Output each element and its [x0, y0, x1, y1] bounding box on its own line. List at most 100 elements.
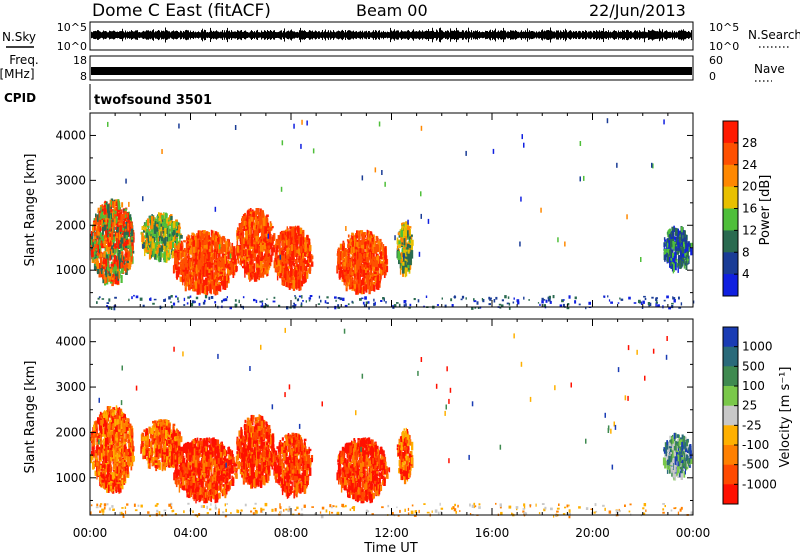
noise-sample: [300, 27, 301, 43]
noise-sample: [680, 30, 681, 40]
noise-sample: [407, 30, 408, 40]
noise-sample: [330, 30, 331, 40]
echo-cell: [113, 212, 115, 218]
noise-sample: [382, 32, 383, 38]
echo-cell: [343, 271, 345, 280]
echo-cell: [121, 209, 123, 214]
noise-sample: [536, 31, 537, 39]
echo-cell: [104, 235, 107, 239]
echo-cell: [268, 250, 271, 254]
echo-cell: [123, 232, 127, 239]
noise-sample: [662, 29, 663, 41]
noise-sample: [342, 29, 343, 41]
noise-sample: [205, 30, 206, 40]
noise-sample: [163, 30, 164, 40]
echo-cell: [113, 270, 116, 275]
echo-cell: [339, 243, 343, 250]
noise-sample: [323, 32, 324, 38]
noise-sample: [368, 31, 369, 39]
echo-cell: [302, 236, 304, 245]
echo-cell: [281, 255, 284, 261]
noise-sample: [135, 30, 136, 40]
echo-cell: [160, 223, 163, 227]
echo-cell: [210, 267, 213, 271]
echo-cell: [103, 207, 107, 215]
echo-cell: [408, 246, 411, 252]
echo-cell: [398, 240, 401, 245]
echo-cell: [227, 259, 229, 262]
echo-cell: [203, 249, 206, 257]
echo-cell: [166, 247, 169, 254]
echo-cell: [158, 247, 161, 256]
echo-cell: [109, 268, 113, 278]
echo-cell: [199, 265, 202, 270]
noise-sample: [247, 32, 248, 38]
noise-sample: [372, 31, 373, 39]
noise-sample: [524, 31, 525, 39]
echo-cell: [369, 252, 371, 261]
echo-cell: [203, 286, 206, 295]
echo-cell: [386, 266, 389, 273]
echo-cell: [129, 233, 132, 236]
noise-sample: [462, 30, 463, 40]
echo-cell: [166, 247, 169, 251]
echo-cell: [271, 226, 274, 229]
noise-sample: [471, 30, 472, 40]
echo-cell: [176, 261, 179, 268]
echo-cell: [383, 252, 386, 261]
noise-sample: [424, 31, 425, 39]
noise-sample: [672, 30, 673, 40]
echo-cell: [360, 240, 364, 244]
echo-cell: [368, 272, 371, 278]
noise-sample: [370, 32, 371, 38]
echo-cell: [192, 235, 195, 241]
echo-cell: [379, 265, 382, 268]
echo-cell: [360, 240, 363, 249]
echo-cell: [359, 233, 361, 240]
echo-cell: [287, 254, 290, 259]
echo-cell: [398, 259, 400, 265]
echo-cell: [130, 239, 134, 243]
echo-cell: [144, 223, 147, 227]
echo-cell: [116, 232, 119, 238]
echo-cell: [367, 257, 370, 260]
echo-cell: [259, 268, 262, 274]
echo-cell: [263, 234, 266, 242]
echo-cell: [272, 237, 274, 246]
noise-sample: [155, 31, 156, 39]
echo-cell: [368, 249, 372, 253]
noise-sample: [590, 30, 591, 40]
echo-cell: [104, 200, 107, 204]
echo-cell: [162, 226, 165, 230]
echo-cell: [266, 214, 269, 217]
echo-cell: [347, 249, 349, 252]
echo-cell: [106, 256, 109, 259]
echo-cell: [241, 257, 244, 261]
noise-sample: [107, 32, 108, 38]
echo-cell: [276, 245, 279, 253]
echo-cell: [181, 241, 183, 247]
noise-sample: [675, 32, 676, 38]
noise-sample: [442, 30, 443, 40]
echo-cell: [239, 223, 242, 233]
noise-sample: [333, 30, 334, 40]
echo-cell: [291, 228, 294, 237]
noise-sample: [417, 31, 418, 39]
echo-cell: [268, 231, 271, 240]
echo-cell: [257, 255, 259, 264]
noise-sample: [216, 30, 217, 40]
echo-cell: [267, 238, 270, 242]
echo-cell: [157, 237, 159, 242]
noise-sample: [420, 31, 421, 39]
noise-sample: [98, 30, 99, 40]
noise-sample: [661, 31, 662, 39]
noise-sample: [526, 31, 527, 39]
echo-cell: [144, 248, 146, 257]
echo-cell: [222, 261, 225, 270]
echo-cell: [308, 265, 312, 274]
echo-cell: [406, 251, 408, 256]
echo-cell: [223, 245, 226, 252]
echo-cell: [107, 274, 110, 279]
echo-cell: [117, 241, 121, 250]
